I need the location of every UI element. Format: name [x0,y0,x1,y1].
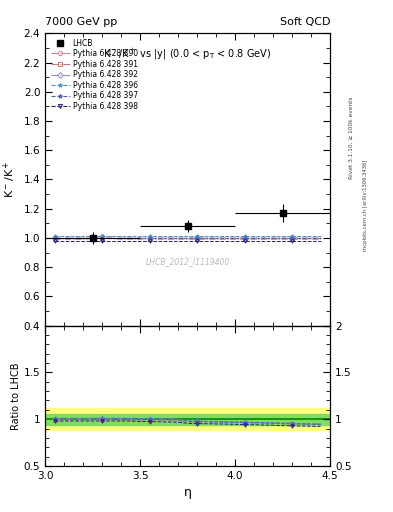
Text: 7000 GeV pp: 7000 GeV pp [45,16,118,27]
X-axis label: η: η [184,486,192,499]
Text: mcplots.cern.ch [arXiv:1306.3436]: mcplots.cern.ch [arXiv:1306.3436] [363,159,368,250]
Text: LHCB_2012_I1119400: LHCB_2012_I1119400 [145,257,230,266]
Text: Soft QCD: Soft QCD [280,16,330,27]
Text: Rivet 3.1.10, ≥ 100k events: Rivet 3.1.10, ≥ 100k events [349,97,354,180]
Text: K$^-$/K$^+$ vs |y| (0.0 < p$_\mathregular{T}$ < 0.8 GeV): K$^-$/K$^+$ vs |y| (0.0 < p$_\mathregula… [103,47,272,61]
Y-axis label: K$^-$/K$^+$: K$^-$/K$^+$ [2,161,18,198]
Legend: LHCB, Pythia 6.428 390, Pythia 6.428 391, Pythia 6.428 392, Pythia 6.428 396, Py: LHCB, Pythia 6.428 390, Pythia 6.428 391… [49,37,140,112]
Y-axis label: Ratio to LHCB: Ratio to LHCB [11,362,21,430]
